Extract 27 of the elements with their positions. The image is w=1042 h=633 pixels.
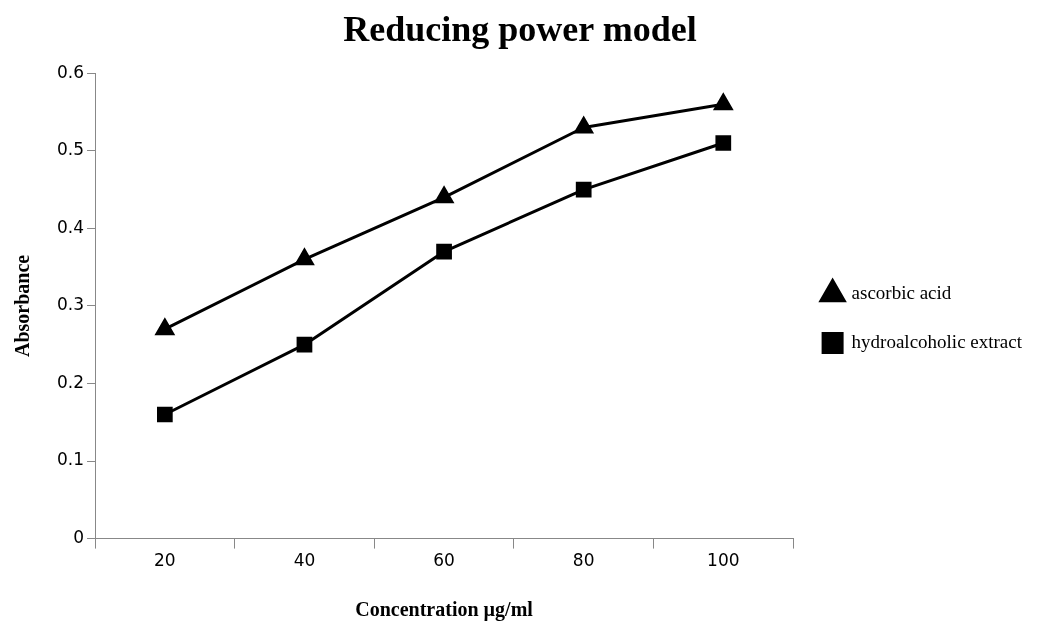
y-tick-label: 0.4 bbox=[56, 216, 85, 237]
legend-label: ascorbic acid bbox=[851, 281, 952, 303]
x-tick-label: 20 bbox=[154, 550, 176, 571]
y-tick-label: 0 bbox=[73, 527, 85, 548]
point bbox=[295, 248, 314, 266]
y-tick-label: 0.2 bbox=[56, 371, 85, 392]
point bbox=[434, 186, 454, 204]
x-tick-label: 60 bbox=[433, 550, 455, 571]
point bbox=[574, 117, 593, 134]
y-tick-label: 0.6 bbox=[56, 61, 85, 82]
chart-title: Reducing power model bbox=[343, 8, 697, 49]
x-axis-title: Concentration µg/ml bbox=[355, 598, 534, 622]
point bbox=[156, 406, 173, 423]
y-tick-label: 0.5 bbox=[56, 139, 85, 160]
y-axis-title: Absorbance bbox=[11, 254, 34, 358]
point bbox=[575, 181, 592, 198]
point bbox=[714, 93, 733, 111]
y-tick-label: 0.1 bbox=[56, 449, 85, 470]
point bbox=[155, 318, 175, 336]
legend-label: hydroalcoholic extract bbox=[851, 330, 1023, 352]
x-tick-label: 100 bbox=[707, 550, 740, 571]
y-tick-label: 0.3 bbox=[56, 294, 85, 315]
point bbox=[296, 336, 313, 353]
x-tick-label: 80 bbox=[572, 550, 595, 571]
point bbox=[436, 243, 452, 260]
x-tick-label: 40 bbox=[293, 550, 316, 571]
point bbox=[715, 135, 732, 151]
